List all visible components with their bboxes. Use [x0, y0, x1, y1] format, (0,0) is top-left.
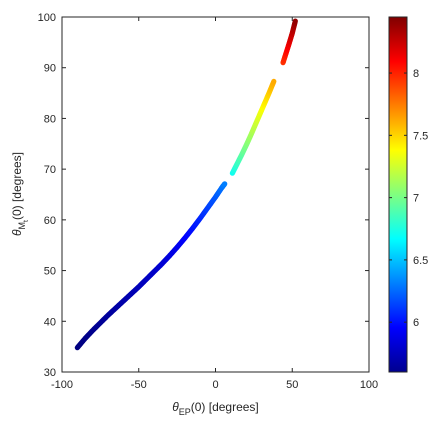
y-tick-label: 40 [44, 316, 56, 328]
x-tick-label: 100 [360, 379, 378, 391]
y-tick-label: 100 [38, 12, 56, 24]
x-tick-label: 50 [286, 379, 298, 391]
scatter-points [74, 18, 298, 351]
colorbar-ticks: 6 6.5 7 7.5 8 [389, 68, 428, 329]
colorbar-tick-label: 6.5 [413, 255, 428, 267]
data-point [222, 181, 228, 187]
y-tick-label: 50 [44, 266, 56, 278]
colorbar-tick-label: 7 [413, 193, 419, 205]
colorbar-tick-label: 8 [413, 68, 419, 80]
y-tick-label: 70 [44, 164, 56, 176]
colorbar-tick-label: 6 [413, 317, 419, 329]
data-point [292, 18, 298, 24]
y-tick-label: 90 [44, 63, 56, 75]
colorbar [388, 16, 408, 373]
x-tick-label: -100 [51, 379, 73, 391]
y-axis-label: θMt(0) [degrees] [10, 152, 30, 236]
colorbar-tick-label: 7.5 [413, 130, 428, 142]
x-axis-label: θEP(0) [degrees] [172, 400, 259, 417]
x-tick-label: -50 [131, 379, 147, 391]
x-axis-ticks: -100 -50 0 50 100 [51, 17, 378, 391]
data-point [271, 78, 277, 85]
y-tick-label: 30 [44, 367, 56, 379]
y-tick-label: 60 [44, 215, 56, 227]
y-tick-label: 80 [44, 113, 56, 125]
y-axis-ticks: 30 40 50 60 70 80 90 100 [38, 12, 369, 379]
x-tick-label: 0 [212, 379, 218, 391]
